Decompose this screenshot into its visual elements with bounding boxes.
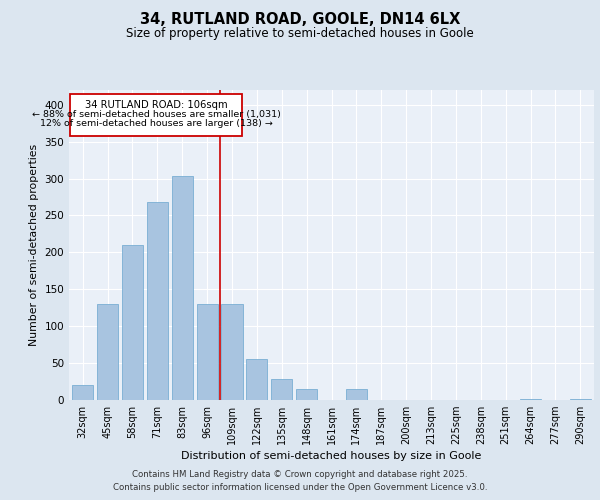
Bar <box>97 304 118 400</box>
Text: Contains HM Land Registry data © Crown copyright and database right 2025.: Contains HM Land Registry data © Crown c… <box>132 470 468 479</box>
Text: ← 88% of semi-detached houses are smaller (1,031): ← 88% of semi-detached houses are smalle… <box>32 110 281 119</box>
Bar <box>570 398 591 400</box>
Text: Size of property relative to semi-detached houses in Goole: Size of property relative to semi-detach… <box>126 28 474 40</box>
Bar <box>147 202 168 400</box>
Bar <box>246 360 268 400</box>
Bar <box>346 389 367 400</box>
Bar <box>520 398 541 400</box>
X-axis label: Distribution of semi-detached houses by size in Goole: Distribution of semi-detached houses by … <box>181 452 482 462</box>
Bar <box>197 304 218 400</box>
Text: Contains public sector information licensed under the Open Government Licence v3: Contains public sector information licen… <box>113 482 487 492</box>
Bar <box>122 245 143 400</box>
Y-axis label: Number of semi-detached properties: Number of semi-detached properties <box>29 144 39 346</box>
Text: 34 RUTLAND ROAD: 106sqm: 34 RUTLAND ROAD: 106sqm <box>85 100 227 110</box>
Bar <box>296 389 317 400</box>
Bar <box>271 380 292 400</box>
Bar <box>221 304 242 400</box>
Bar <box>172 176 193 400</box>
FancyBboxPatch shape <box>70 94 242 136</box>
Text: 34, RUTLAND ROAD, GOOLE, DN14 6LX: 34, RUTLAND ROAD, GOOLE, DN14 6LX <box>140 12 460 28</box>
Text: 12% of semi-detached houses are larger (138) →: 12% of semi-detached houses are larger (… <box>40 119 272 128</box>
Bar <box>72 385 93 400</box>
